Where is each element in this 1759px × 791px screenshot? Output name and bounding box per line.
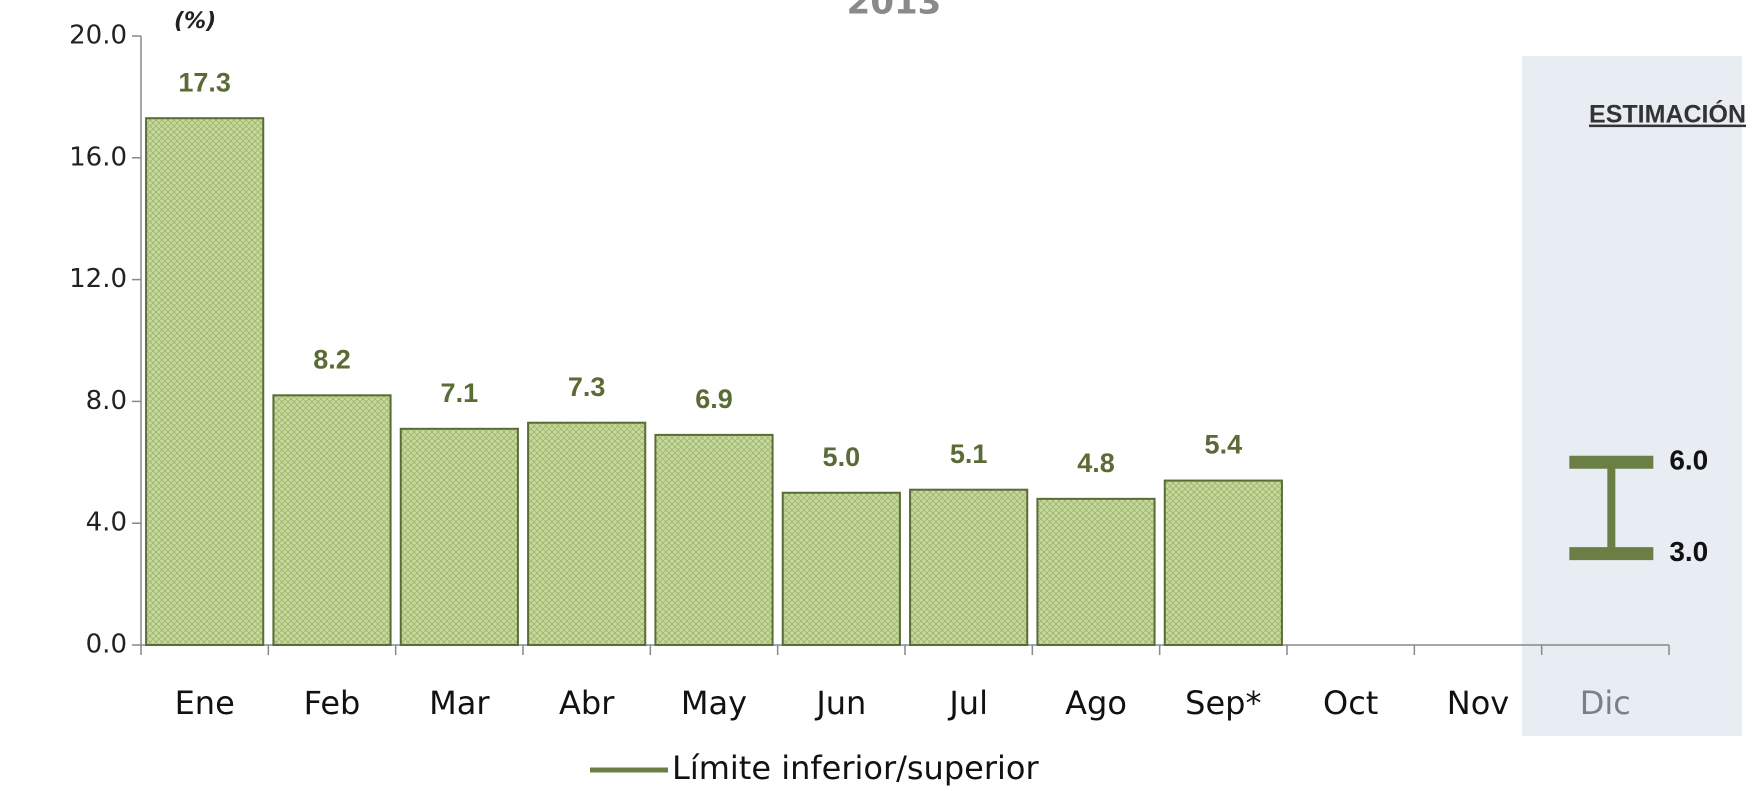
x-tick-label: Dic (1580, 684, 1631, 722)
y-tick-label: 8.0 (86, 386, 127, 416)
y-tick-label: 12.0 (69, 264, 127, 294)
y-tick-label: 4.0 (86, 508, 127, 538)
x-tick-label: Feb (304, 684, 361, 722)
chart-title: 2013 (847, 0, 942, 23)
y-tick-label: 16.0 (69, 142, 127, 172)
y-unit: (%) (174, 9, 216, 34)
value-label: 5.0 (823, 442, 861, 472)
x-tick-label: Nov (1447, 684, 1509, 722)
x-tick-label: Abr (559, 684, 615, 722)
value-label: 7.1 (441, 378, 479, 408)
y-tick-label: 0.0 (86, 630, 127, 660)
x-tick-label: Oct (1323, 684, 1378, 722)
bar (1163, 479, 1283, 646)
value-label: 17.3 (178, 67, 231, 97)
y-tick-label: 20.0 (69, 21, 127, 51)
legend-label: Límite inferior/superior (672, 749, 1039, 787)
x-tick-label: Mar (429, 684, 490, 722)
x-tick-label: May (681, 684, 747, 722)
value-label: 6.9 (695, 384, 733, 414)
value-label: 7.3 (568, 372, 606, 402)
x-tick-label: Ago (1065, 684, 1127, 722)
value-label: 4.8 (1077, 448, 1115, 478)
bar (272, 394, 392, 646)
x-tick-label: Jul (947, 684, 988, 722)
x-tick-label: Sep* (1185, 684, 1261, 722)
bar (909, 488, 1029, 646)
x-tick-label: Ene (175, 684, 235, 722)
bar (781, 491, 901, 646)
bar (1036, 497, 1156, 646)
bar (527, 421, 647, 646)
annotation: ESTIMACIÓN (1589, 99, 1746, 129)
estimate-high-label: 6.0 (1669, 445, 1708, 476)
bar (145, 117, 265, 646)
value-label: 5.1 (950, 439, 988, 469)
bar (399, 427, 519, 646)
x-tick-label: Jun (814, 684, 866, 722)
value-label: 8.2 (313, 344, 351, 374)
bar (654, 433, 774, 646)
value-label: 5.4 (1205, 430, 1243, 460)
estimate-region (1522, 56, 1742, 736)
estimate-low-label: 3.0 (1669, 536, 1708, 567)
